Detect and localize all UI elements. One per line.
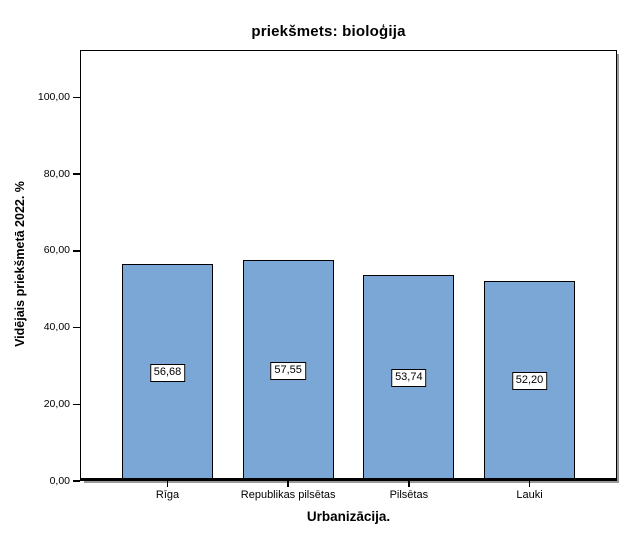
y-tick-mark <box>73 403 80 406</box>
x-tick-mark <box>166 481 169 487</box>
bars-layer: 56,68 57,55 53,74 52,20 <box>80 50 617 481</box>
y-tick-mark <box>73 96 80 99</box>
bar-value-label: 57,55 <box>270 362 306 381</box>
bar: 52,20 <box>484 280 575 481</box>
bar: 57,55 <box>242 260 334 481</box>
x-tick-label: Lauki <box>516 489 543 501</box>
x-tick-label: Pilsētas <box>389 489 429 501</box>
bar: 56,68 <box>122 263 213 481</box>
x-tick-label: Republikas pilsētas <box>240 489 336 501</box>
y-tick-mark <box>73 480 80 482</box>
x-axis-title: Urbanizācija. <box>306 509 391 524</box>
x-tick-mark <box>528 481 531 487</box>
x-tick-label: Rīga <box>155 489 180 501</box>
y-tick-mark <box>73 250 80 252</box>
bar: 53,74 <box>363 274 455 481</box>
bar-value-label: 53,74 <box>391 369 427 388</box>
x-tick-mark <box>408 481 410 487</box>
bar-value-label: 52,20 <box>511 372 548 391</box>
y-tick-mark <box>73 326 80 329</box>
bar-value-label: 56,68 <box>149 363 186 382</box>
y-tick-label: 80,00 <box>43 167 70 180</box>
y-tick-mark <box>73 173 80 175</box>
y-tick-label: 20,00 <box>43 397 70 410</box>
y-tick-label: 40,00 <box>43 321 70 334</box>
y-tick-label: 0,00 <box>49 474 70 487</box>
plot-area: 56,68 57,55 53,74 52,20 <box>80 50 617 481</box>
y-tick-label: 100,00 <box>37 91 70 104</box>
x-tick-mark <box>287 481 289 487</box>
chart-title: priekšmets: bioloģija <box>251 23 406 40</box>
y-tick-label: 60,00 <box>43 244 70 257</box>
